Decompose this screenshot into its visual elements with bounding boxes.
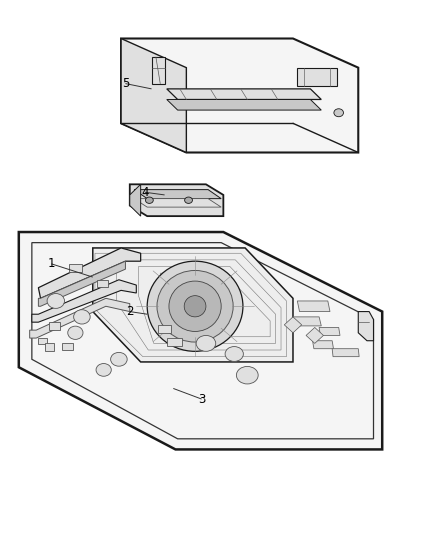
Ellipse shape: [147, 261, 243, 351]
Polygon shape: [134, 199, 221, 207]
Polygon shape: [39, 261, 125, 306]
Polygon shape: [130, 184, 141, 216]
Polygon shape: [130, 184, 223, 216]
Ellipse shape: [68, 326, 83, 340]
Ellipse shape: [185, 197, 192, 204]
Polygon shape: [30, 298, 130, 338]
Polygon shape: [39, 338, 47, 344]
Polygon shape: [319, 327, 340, 335]
Polygon shape: [358, 312, 374, 341]
Ellipse shape: [111, 352, 127, 366]
Text: 4: 4: [141, 186, 149, 199]
Polygon shape: [62, 343, 73, 350]
Polygon shape: [121, 38, 186, 152]
Polygon shape: [97, 280, 108, 287]
Ellipse shape: [96, 364, 111, 376]
Ellipse shape: [225, 346, 244, 361]
Polygon shape: [121, 38, 358, 152]
Polygon shape: [306, 327, 323, 343]
Polygon shape: [167, 100, 321, 110]
Ellipse shape: [184, 296, 206, 317]
Text: 3: 3: [198, 393, 205, 406]
Ellipse shape: [145, 197, 153, 204]
Polygon shape: [93, 248, 293, 362]
Text: 1: 1: [48, 257, 55, 270]
Polygon shape: [158, 325, 171, 333]
Polygon shape: [39, 248, 141, 298]
Polygon shape: [332, 349, 359, 357]
Polygon shape: [167, 89, 321, 100]
Polygon shape: [152, 57, 165, 84]
Polygon shape: [297, 68, 336, 86]
Polygon shape: [69, 264, 82, 272]
Polygon shape: [32, 280, 136, 322]
Ellipse shape: [74, 310, 90, 324]
Text: 5: 5: [122, 77, 129, 90]
Ellipse shape: [334, 109, 343, 117]
Polygon shape: [19, 232, 382, 449]
Polygon shape: [284, 317, 302, 333]
Polygon shape: [134, 190, 221, 199]
Polygon shape: [49, 322, 60, 330]
Polygon shape: [167, 338, 182, 346]
Ellipse shape: [47, 294, 64, 309]
Polygon shape: [297, 301, 330, 312]
Ellipse shape: [157, 270, 233, 342]
Ellipse shape: [196, 335, 216, 351]
Polygon shape: [293, 317, 321, 326]
Polygon shape: [313, 341, 333, 349]
Polygon shape: [45, 343, 53, 351]
Ellipse shape: [237, 367, 258, 384]
Ellipse shape: [169, 281, 221, 332]
Text: 2: 2: [126, 305, 134, 318]
